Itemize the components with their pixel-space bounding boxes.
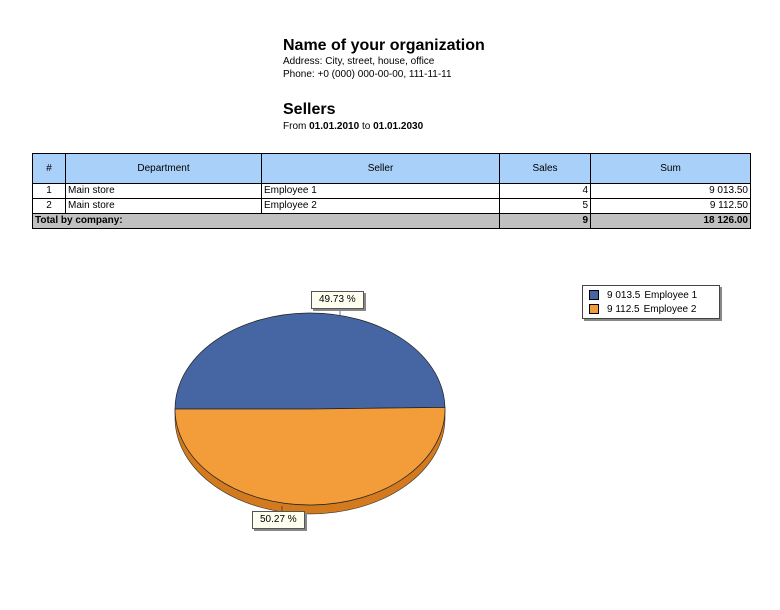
report-title: Sellers	[283, 101, 336, 118]
header-seller: Seller	[261, 153, 500, 184]
header-num: #	[32, 153, 66, 184]
organization-address: Address: City, street, house, office	[283, 56, 435, 67]
total-row: Total by company: 9 18 126.00	[32, 213, 751, 229]
period-from-label: From	[283, 121, 307, 132]
period-to-date: 01.01.2030	[373, 121, 424, 132]
legend-value: 9 112.5	[607, 303, 640, 315]
legend-swatch	[589, 290, 599, 300]
table-header-row: # Department Seller Sales Sum	[32, 153, 751, 184]
sellers-table: # Department Seller Sales Sum 1 Main sto…	[32, 153, 751, 229]
pie-slice-side	[174, 408, 446, 515]
legend-label: Employee 2	[643, 303, 697, 315]
pie-slice	[174, 406, 446, 506]
cell-department: Main store	[65, 183, 262, 199]
report-heading: Sellers From 01.01.2010 to 01.01.2030	[283, 101, 423, 133]
legend-swatch	[589, 304, 599, 314]
total-sum: 18 126.00	[590, 213, 751, 229]
cell-num: 1	[32, 183, 66, 199]
table-row: 1 Main store Employee 1 4 9 013.50	[32, 183, 751, 199]
cell-seller: Employee 1	[261, 183, 500, 199]
report-period: From 01.01.2010 to 01.01.2030	[283, 120, 423, 133]
period-from-date: 01.01.2010	[309, 121, 360, 132]
organization-name: Name of your organization	[283, 37, 485, 54]
cell-sum: 9 112.50	[590, 198, 751, 214]
legend-item: 9 013.5 Employee 1	[583, 288, 719, 302]
organization-phone: Phone: +0 (000) 000-00-00, 111-11-11	[283, 69, 452, 80]
total-label: Total by company:	[32, 213, 500, 229]
cell-sales: 4	[499, 183, 591, 199]
table-row: 2 Main store Employee 2 5 9 112.50	[32, 198, 751, 214]
cell-num: 2	[32, 198, 66, 214]
organization-header: Name of your organization Address: City,…	[283, 37, 485, 81]
total-sales: 9	[499, 213, 591, 229]
slice-percent-label: 50.27 %	[252, 511, 305, 529]
legend-value: 9 013.5	[607, 289, 641, 301]
slice-percent-label: 49.73 %	[311, 291, 364, 309]
header-sum: Sum	[590, 153, 751, 184]
pie-slice	[174, 312, 446, 410]
cell-sum: 9 013.50	[590, 183, 751, 199]
chart-legend: 9 013.5 Employee 1 9 112.5 Employee 2	[582, 285, 720, 319]
period-to-label: to	[361, 121, 371, 132]
cell-sales: 5	[499, 198, 591, 214]
header-sales: Sales	[499, 153, 591, 184]
legend-item: 9 112.5 Employee 2	[583, 302, 719, 316]
cell-seller: Employee 2	[261, 198, 500, 214]
header-department: Department	[65, 153, 262, 184]
legend-label: Employee 1	[644, 289, 698, 301]
cell-department: Main store	[65, 198, 262, 214]
